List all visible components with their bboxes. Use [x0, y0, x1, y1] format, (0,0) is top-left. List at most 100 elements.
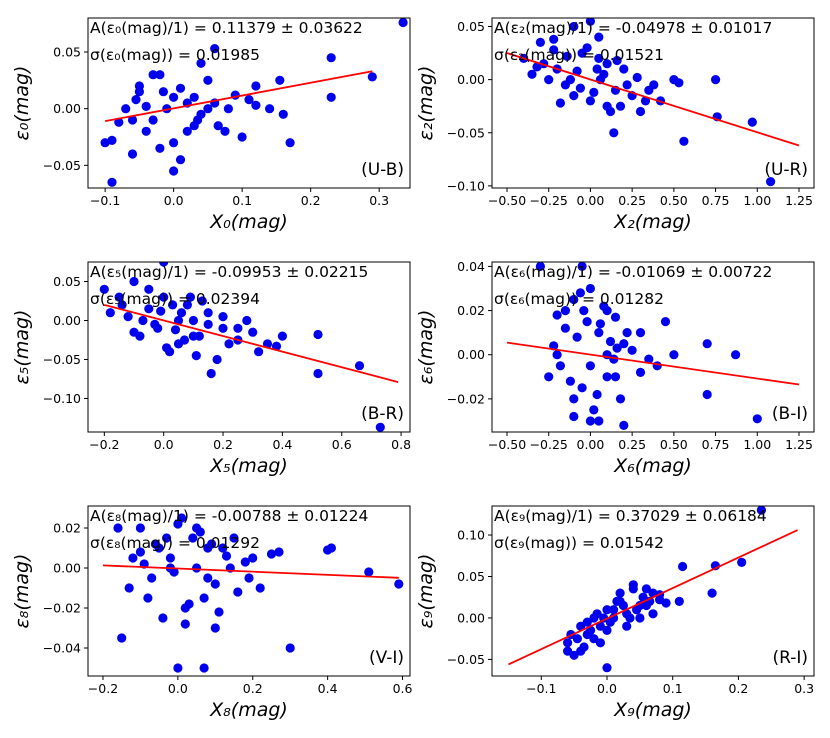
y-axis-label: ε₆(mag) — [415, 310, 437, 385]
sigma-annotation: σ(ε₉(mag)) = 0.01542 — [494, 534, 664, 552]
data-point — [266, 549, 277, 559]
data-point — [549, 45, 559, 55]
axes-frame — [87, 505, 411, 677]
x-tick-label: 0.0 — [597, 681, 617, 696]
y-tick-label: −0.02 — [447, 391, 485, 406]
color-pair-label: (B-I) — [772, 404, 808, 424]
data-point — [569, 650, 579, 660]
data-point — [203, 104, 213, 114]
data-point — [158, 613, 168, 623]
plot-area — [506, 18, 800, 187]
y-axis-label: ε₂(mag) — [415, 66, 437, 141]
sigma-annotation: σ(ε₂(mag)) = 0.01521 — [494, 46, 664, 64]
data-point — [560, 306, 571, 316]
amplitude-annotation: A(ε₅(mag)/1) = -0.09953 ± 0.02215 — [90, 263, 368, 281]
panel-2: −0.50 −0.25 0.00 0.25 0.50 0.75 1.00 1.25 −0.10 −… — [415, 17, 815, 233]
data-point — [527, 69, 537, 79]
data-point — [615, 394, 626, 404]
data-point — [367, 72, 377, 82]
y-tick-label: 0.00 — [457, 610, 485, 625]
x-axis-label: X₀(mag) — [209, 211, 288, 233]
data-point — [313, 368, 323, 379]
y-axis-label: ε₉(mag) — [415, 554, 437, 629]
data-point — [129, 327, 139, 337]
axes-frame — [491, 17, 815, 189]
data-point — [180, 619, 190, 629]
data-point — [147, 573, 157, 583]
data-point — [707, 588, 717, 598]
data-point — [752, 414, 762, 424]
x-axis-label: X₅(mag) — [209, 455, 288, 477]
data-point — [594, 32, 604, 42]
data-point — [188, 533, 198, 543]
data-point — [585, 96, 596, 106]
data-point — [159, 262, 169, 267]
data-point — [265, 104, 275, 114]
data-point — [213, 121, 223, 131]
data-point — [595, 319, 606, 329]
data-point — [731, 350, 741, 360]
data-point — [678, 561, 688, 572]
data-point — [594, 328, 604, 338]
data-point — [199, 663, 209, 673]
data-point — [233, 323, 243, 333]
data-point — [114, 117, 124, 127]
x-tick-label: 0.25 — [618, 193, 646, 208]
data-point — [275, 75, 285, 85]
x-tick-label: 0.2 — [728, 681, 748, 696]
data-point — [552, 310, 562, 320]
data-point — [191, 351, 201, 361]
data-point — [148, 70, 158, 80]
data-point — [644, 354, 654, 364]
color-pair-label: (V-I) — [369, 648, 404, 668]
fit-line — [102, 564, 399, 579]
data-point — [141, 101, 151, 111]
data-point — [326, 53, 336, 63]
data-point — [635, 367, 646, 377]
data-point — [628, 584, 638, 594]
data-point — [197, 296, 207, 306]
data-point — [661, 598, 671, 608]
data-point — [107, 135, 117, 145]
data-point — [233, 587, 243, 597]
data-point — [144, 284, 154, 294]
data-point — [254, 347, 264, 357]
x-tick-label: −0.50 — [488, 437, 526, 452]
data-point — [602, 605, 612, 615]
data-point — [569, 21, 579, 32]
data-point — [535, 37, 546, 48]
color-pair-label: (B-R) — [361, 404, 404, 424]
data-point — [313, 329, 323, 340]
y-tick-label: 0.00 — [53, 561, 81, 576]
data-point — [278, 109, 288, 119]
x-tick-label: 0.1 — [232, 193, 252, 208]
y-tick-label: 0.00 — [457, 347, 485, 362]
data-point — [248, 553, 258, 563]
x-tick-label: 0.00 — [577, 193, 605, 208]
x-tick-label: −0.1 — [90, 193, 120, 208]
y-tick-label: −0.05 — [43, 158, 81, 173]
data-point — [218, 323, 228, 333]
data-point — [224, 339, 234, 349]
color-pair-label: (R-I) — [772, 648, 808, 668]
x-tick-label: −0.25 — [530, 437, 568, 452]
data-point — [162, 343, 172, 353]
data-point — [595, 638, 606, 648]
data-point — [162, 533, 172, 543]
y-axis-label: ε₀(mag) — [11, 66, 33, 141]
data-point — [562, 51, 572, 61]
y-tick-label: −0.10 — [43, 391, 81, 406]
data-point — [123, 312, 133, 322]
data-point — [206, 368, 216, 379]
panel-4: −0.50 −0.25 0.00 0.25 0.50 0.75 1.00 1.25 −0.02 0… — [415, 259, 815, 477]
data-point — [648, 609, 658, 619]
data-point — [100, 138, 110, 148]
data-point — [595, 621, 606, 631]
sigma-annotation: σ(ε₈(mag)) = 0.01292 — [90, 534, 260, 552]
data-point — [150, 539, 160, 549]
data-point — [619, 64, 629, 74]
data-point — [592, 64, 602, 74]
data-point — [565, 75, 576, 85]
data-point — [632, 605, 642, 615]
